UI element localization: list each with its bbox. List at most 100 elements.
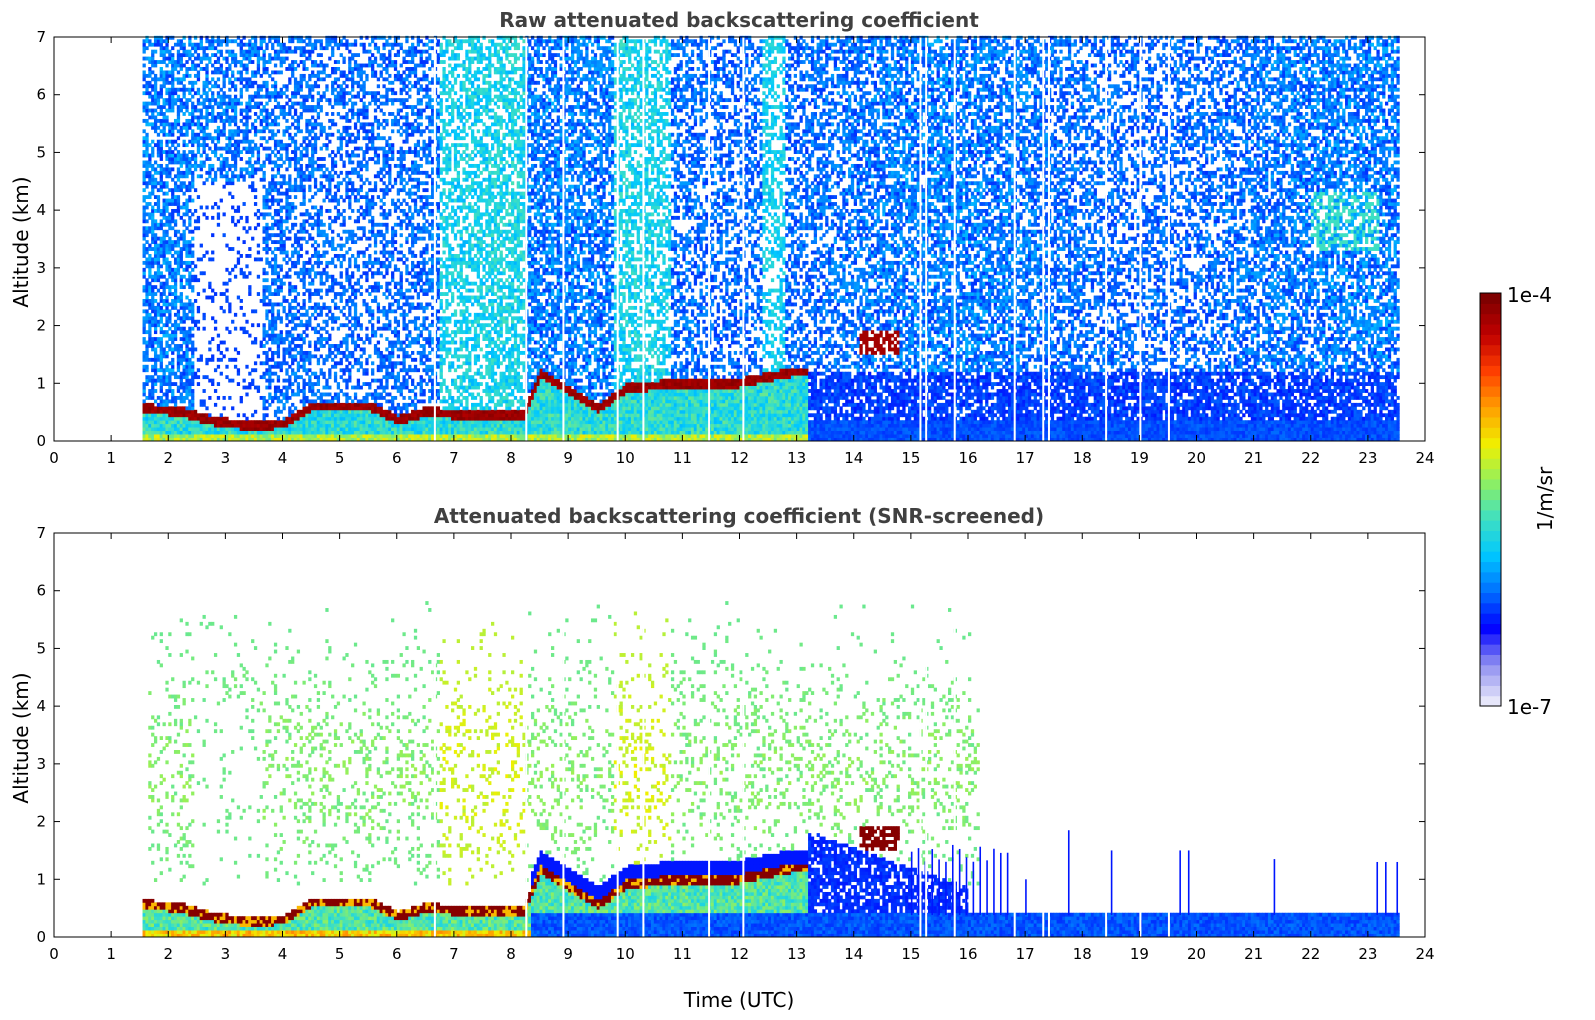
heatmap-cell bbox=[163, 192, 166, 196]
heatmap-cell bbox=[154, 365, 157, 369]
heatmap-cell bbox=[143, 233, 146, 237]
heatmap-cell bbox=[163, 112, 166, 116]
heatmap-cell bbox=[145, 143, 148, 147]
heatmap-cell bbox=[148, 195, 151, 199]
heatmap-cell bbox=[145, 341, 148, 345]
heatmap-cell bbox=[143, 403, 146, 407]
heatmap-cell bbox=[145, 230, 148, 234]
heatmap-cell bbox=[160, 431, 163, 435]
heatmap-cell bbox=[154, 39, 157, 43]
heatmap-cell bbox=[145, 320, 148, 324]
heatmap-cell bbox=[154, 209, 157, 213]
heatmap-cell bbox=[165, 351, 168, 355]
heatmap-cell bbox=[163, 237, 166, 241]
heatmap-cell bbox=[160, 50, 163, 54]
heatmap-cell bbox=[143, 174, 146, 178]
heatmap-cell bbox=[151, 417, 154, 421]
heatmap-cell bbox=[165, 247, 168, 251]
heatmap-cell bbox=[143, 77, 146, 81]
heatmap-cell bbox=[168, 316, 171, 320]
heatmap-cell bbox=[163, 133, 166, 137]
heatmap-cell bbox=[154, 341, 157, 345]
heatmap-cell bbox=[165, 216, 168, 220]
heatmap-cell bbox=[154, 372, 157, 376]
heatmap-cell bbox=[145, 233, 148, 237]
heatmap-cell bbox=[174, 330, 177, 334]
heatmap-cell bbox=[143, 268, 146, 272]
heatmap-cell bbox=[154, 330, 157, 334]
heatmap-cell bbox=[163, 323, 166, 327]
heatmap-cell bbox=[165, 354, 168, 358]
heatmap-cell bbox=[160, 150, 163, 154]
heatmap-cell bbox=[168, 431, 171, 435]
heatmap-cell bbox=[148, 323, 151, 327]
heatmap-cell bbox=[145, 74, 148, 78]
heatmap-cell bbox=[174, 427, 177, 431]
heatmap-cell bbox=[171, 323, 174, 327]
heatmap-cell bbox=[148, 410, 151, 414]
heatmap-cell bbox=[143, 226, 146, 230]
heatmap-cell bbox=[160, 119, 163, 123]
heatmap-cell bbox=[165, 70, 168, 74]
heatmap-cell bbox=[163, 216, 166, 220]
heatmap-cell bbox=[163, 70, 166, 74]
heatmap-cell bbox=[168, 171, 171, 175]
heatmap-cell bbox=[154, 74, 157, 78]
heatmap-cell bbox=[154, 161, 157, 165]
heatmap-cell bbox=[151, 174, 154, 178]
heatmap-cell bbox=[145, 406, 148, 410]
heatmap-cell bbox=[148, 406, 151, 410]
heatmap-cell bbox=[165, 320, 168, 324]
heatmap-cell bbox=[157, 261, 160, 265]
heatmap-cell bbox=[165, 192, 168, 196]
heatmap-cell bbox=[154, 226, 157, 230]
heatmap-cell bbox=[154, 337, 157, 341]
heatmap-cell bbox=[145, 292, 148, 296]
heatmap-cell bbox=[151, 95, 154, 99]
heatmap-cell bbox=[157, 126, 160, 130]
heatmap-cell bbox=[171, 399, 174, 403]
heatmap-cell bbox=[143, 386, 146, 390]
heatmap-cell bbox=[163, 292, 166, 296]
heatmap-cell bbox=[157, 368, 160, 372]
heatmap-cell bbox=[143, 216, 146, 220]
heatmap-cell bbox=[157, 320, 160, 324]
heatmap-cell bbox=[168, 88, 171, 92]
heatmap-cell bbox=[145, 247, 148, 251]
heatmap-cell bbox=[145, 403, 148, 407]
heatmap-cell bbox=[157, 341, 160, 345]
heatmap-cell bbox=[171, 417, 174, 421]
heatmap-cell bbox=[165, 341, 168, 345]
heatmap-cell bbox=[148, 337, 151, 341]
heatmap-cell bbox=[160, 309, 163, 313]
heatmap-cell bbox=[143, 70, 146, 74]
heatmap-cell bbox=[168, 344, 171, 348]
heatmap-cell bbox=[154, 171, 157, 175]
heatmap-cell bbox=[151, 348, 154, 352]
heatmap-cell bbox=[157, 223, 160, 227]
heatmap-cell bbox=[165, 219, 168, 223]
heatmap-cell bbox=[151, 386, 154, 390]
heatmap-cell bbox=[160, 84, 163, 88]
heatmap-cell bbox=[168, 212, 171, 216]
heatmap-cell bbox=[145, 112, 148, 116]
heatmap-cell bbox=[171, 368, 174, 372]
heatmap-cell bbox=[160, 112, 163, 116]
heatmap-cell bbox=[160, 237, 163, 241]
heatmap-cell bbox=[168, 74, 171, 78]
heatmap-cell bbox=[160, 95, 163, 99]
heatmap-cell bbox=[143, 302, 146, 306]
heatmap-cell bbox=[163, 244, 166, 248]
heatmap-cell bbox=[157, 105, 160, 109]
heatmap-cell bbox=[148, 230, 151, 234]
heatmap-cell bbox=[154, 316, 157, 320]
heatmap-cell bbox=[148, 171, 151, 175]
heatmap-cell bbox=[171, 95, 174, 99]
heatmap-cell bbox=[174, 403, 177, 407]
heatmap-cell bbox=[163, 84, 166, 88]
heatmap-cell bbox=[145, 147, 148, 151]
heatmap-cell bbox=[160, 226, 163, 230]
heatmap-cell bbox=[143, 368, 146, 372]
heatmap-cell bbox=[154, 278, 157, 282]
heatmap-cell bbox=[143, 309, 146, 313]
